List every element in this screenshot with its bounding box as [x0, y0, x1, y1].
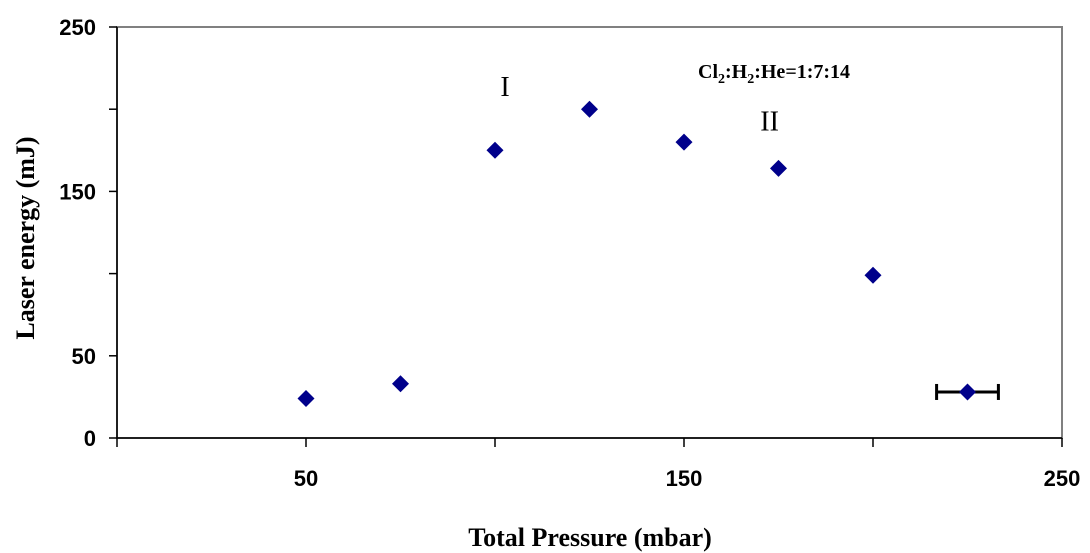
axes: [109, 26, 1063, 447]
formula-subscript: 2: [747, 72, 754, 87]
formula-subscript: 2: [718, 72, 725, 87]
formula-text: Cl: [698, 61, 718, 83]
x-tick-label: 250: [1044, 466, 1081, 491]
data-point: [486, 141, 504, 159]
mixture-ratio-label: Cl2:H2:He=1:7:14: [698, 61, 850, 87]
x-tick-label: 50: [294, 466, 318, 491]
x-tick-label: 150: [666, 466, 703, 491]
y-tick-label: 250: [59, 15, 96, 40]
formula-text: :H: [725, 61, 748, 83]
data-point: [864, 266, 882, 284]
annotation-label: II: [760, 107, 779, 138]
annotation-label: I: [500, 72, 509, 103]
data-point: [770, 159, 787, 177]
data-point: [581, 100, 598, 118]
plot-area: [116, 26, 1063, 439]
formula-text: :He=1:7:14: [754, 61, 850, 83]
tick-labels: 50 150 250 0 50 150 250: [59, 15, 1080, 491]
y-tick-label: 0: [84, 426, 96, 451]
data-point: [392, 375, 409, 393]
annotations: III: [500, 72, 779, 138]
data-point: [959, 383, 976, 401]
data-point: [297, 390, 315, 408]
data-points: [297, 100, 976, 408]
x-axis-title: Total Pressure (mbar): [468, 523, 712, 552]
y-axis-title: Laser energy (mJ): [11, 136, 40, 339]
y-tick-label: 50: [72, 344, 96, 369]
data-point: [675, 133, 693, 151]
y-tick-label: 150: [59, 179, 96, 204]
